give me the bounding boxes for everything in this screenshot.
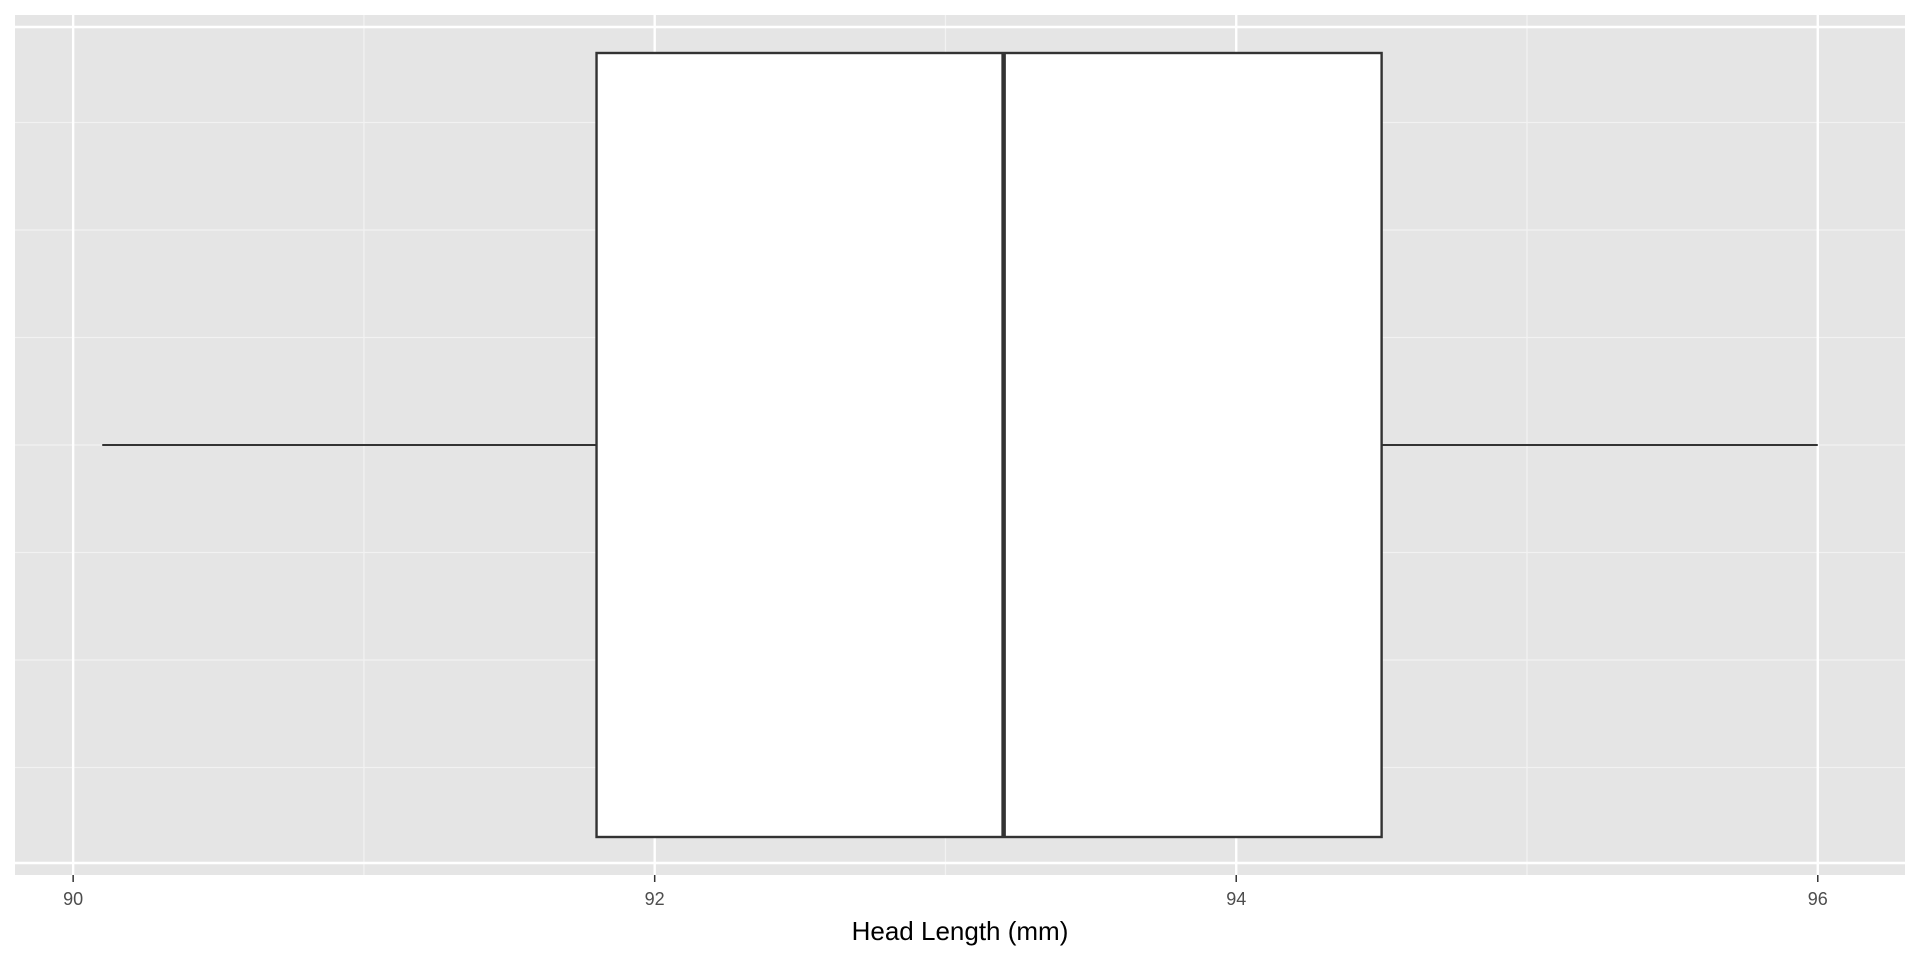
x-tick-label: 94: [1226, 889, 1246, 909]
interquartile-box: [595, 51, 1383, 839]
x-axis-ticks: 90 92 94 96: [63, 875, 1828, 909]
box-layer: [102, 51, 1818, 839]
x-tick-label: 92: [645, 889, 665, 909]
x-tick-label: 90: [63, 889, 83, 909]
x-tick-label: 96: [1808, 889, 1828, 909]
x-axis-title: Head Length (mm): [852, 916, 1069, 946]
